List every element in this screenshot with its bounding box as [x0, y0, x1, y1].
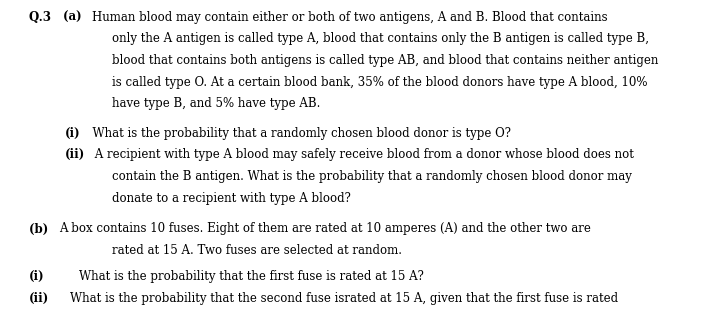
Text: contain the B antigen. What is the probability that a randomly chosen blood dono: contain the B antigen. What is the proba…: [112, 170, 631, 183]
Text: Q.3: Q.3: [29, 11, 55, 24]
Text: (ii): (ii): [29, 292, 49, 305]
Text: What is the probability that the first fuse is rated at 15 A?: What is the probability that the first f…: [49, 270, 424, 283]
Text: is called type O. At a certain blood bank, 35% of the blood donors have type A b: is called type O. At a certain blood ban…: [112, 76, 647, 89]
Text: (ii): (ii): [65, 148, 85, 161]
Text: What is the probability that the second fuse israted at 15 A, given that the fir: What is the probability that the second …: [55, 292, 618, 305]
Text: A box contains 10 fuses. Eight of them are rated at 10 amperes (A) and the other: A box contains 10 fuses. Eight of them a…: [59, 222, 591, 235]
Text: (i): (i): [29, 270, 45, 283]
Text: blood that contains both antigens is called type AB, and blood that contains nei: blood that contains both antigens is cal…: [112, 54, 658, 67]
Text: A recipient with type A blood may safely receive blood from a donor whose blood : A recipient with type A blood may safely…: [91, 148, 634, 161]
Text: (a): (a): [63, 11, 85, 24]
Text: donate to a recipient with type A blood?: donate to a recipient with type A blood?: [112, 192, 351, 205]
Text: have type B, and 5% have type AB.: have type B, and 5% have type AB.: [112, 97, 320, 110]
Text: only the A antigen is called type A, blood that contains only the B antigen is c: only the A antigen is called type A, blo…: [112, 32, 649, 45]
Text: What is the probability that a randomly chosen blood donor is type O?: What is the probability that a randomly …: [85, 127, 511, 140]
Text: rated at 15 A. Two fuses are selected at random.: rated at 15 A. Two fuses are selected at…: [112, 244, 402, 257]
Text: Human blood may contain either or both of two antigens, A and B. Blood that cont: Human blood may contain either or both o…: [92, 11, 608, 24]
Text: (i): (i): [65, 127, 81, 140]
Text: (b): (b): [29, 222, 52, 235]
